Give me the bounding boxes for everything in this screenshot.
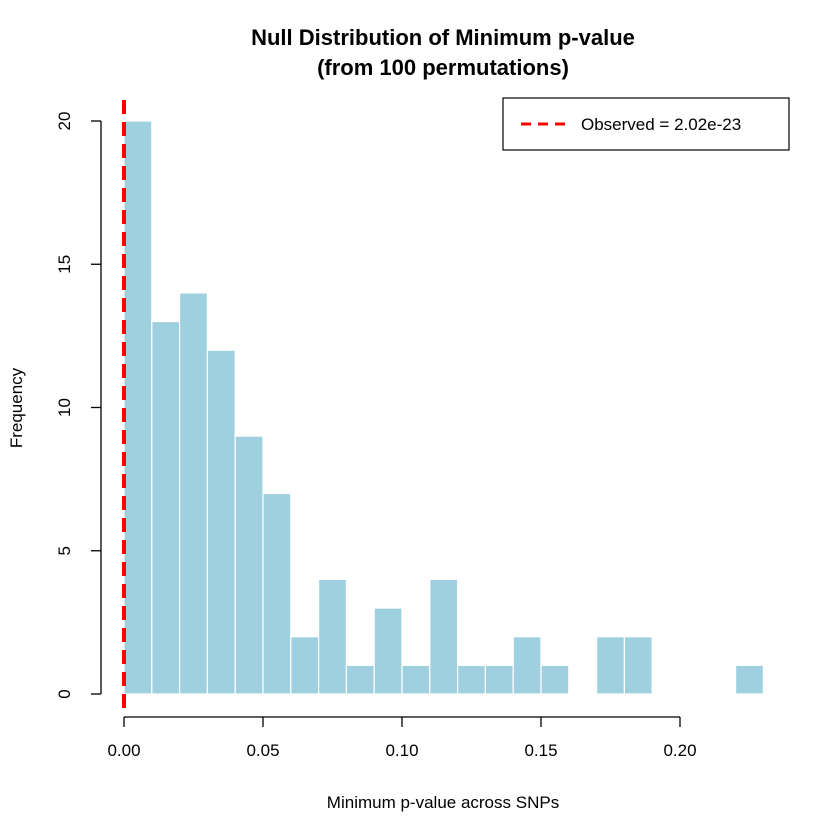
histogram-bar bbox=[512, 636, 542, 695]
histogram-bar bbox=[401, 664, 431, 695]
histogram-bar bbox=[151, 320, 181, 695]
legend-label: Observed = 2.02e-23 bbox=[581, 115, 741, 134]
histogram-bar bbox=[234, 435, 264, 695]
x-tick-label: 0.00 bbox=[107, 741, 140, 760]
histogram-bar bbox=[484, 664, 514, 695]
histogram-bar bbox=[318, 578, 348, 695]
y-tick-label: 20 bbox=[55, 112, 74, 131]
histogram-bar bbox=[734, 664, 764, 695]
histogram-bar bbox=[373, 607, 403, 695]
x-axis: 0.00 0.05 0.10 0.15 0.20 bbox=[107, 716, 697, 760]
x-axis-label: Minimum p-value across SNPs bbox=[327, 793, 559, 812]
histogram-bar bbox=[595, 636, 625, 695]
histogram-bar bbox=[290, 636, 320, 695]
y-axis: 0 5 10 15 20 bbox=[55, 112, 102, 699]
legend: Observed = 2.02e-23 bbox=[502, 97, 790, 151]
y-tick-label: 5 bbox=[55, 546, 74, 555]
x-tick-label: 0.20 bbox=[663, 741, 696, 760]
y-tick-label: 10 bbox=[55, 398, 74, 417]
x-tick-label: 0.05 bbox=[246, 741, 279, 760]
chart-title-line-2: (from 100 permutations) bbox=[317, 55, 569, 80]
chart-title-line-1: Null Distribution of Minimum p-value bbox=[251, 25, 635, 50]
y-tick-label: 15 bbox=[55, 255, 74, 274]
histogram-bars bbox=[123, 120, 764, 695]
histogram-bar bbox=[623, 636, 653, 695]
y-axis-label: Frequency bbox=[7, 367, 26, 448]
histogram-bar bbox=[262, 492, 292, 695]
legend-box bbox=[502, 97, 790, 151]
histogram-bar bbox=[179, 292, 209, 695]
histogram-bar bbox=[345, 664, 375, 695]
histogram-bar bbox=[540, 664, 570, 695]
y-tick-label: 0 bbox=[55, 689, 74, 698]
x-tick-label: 0.10 bbox=[385, 741, 418, 760]
histogram-bar bbox=[206, 349, 236, 695]
histogram-bar bbox=[123, 120, 153, 695]
x-tick-label: 0.15 bbox=[524, 741, 557, 760]
histogram-bar bbox=[457, 664, 487, 695]
histogram-bar bbox=[429, 578, 459, 695]
